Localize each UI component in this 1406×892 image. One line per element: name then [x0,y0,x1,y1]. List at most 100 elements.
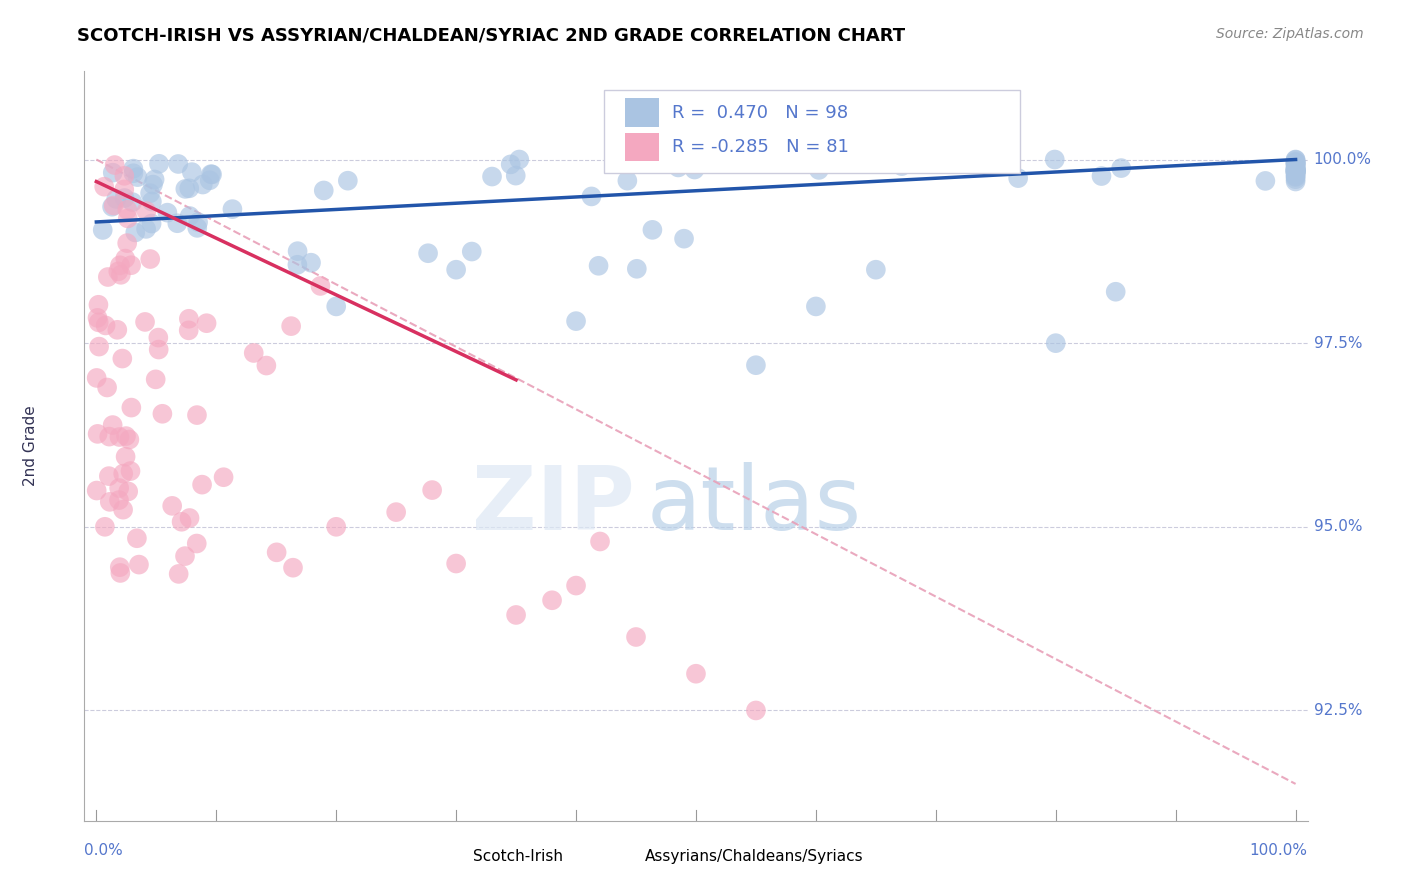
Point [167,157,190,171]
Point [186,536,208,550]
Point [179,511,201,525]
Point [416,246,439,260]
Point [200,167,222,181]
Point [420,483,443,497]
Point [312,184,335,198]
Point [461,244,484,259]
Point [745,358,768,372]
Point [221,202,243,216]
Point [1284,162,1306,177]
Point [683,162,706,177]
Point [87,340,110,354]
Point [112,182,135,196]
Text: Scotch-Irish: Scotch-Irish [474,849,564,864]
Point [101,166,124,180]
Point [1043,153,1066,167]
Point [139,252,162,266]
Point [385,505,408,519]
Text: 2nd Grade: 2nd Grade [22,406,38,486]
Point [444,557,467,571]
Point [108,430,131,444]
Point [499,157,522,171]
Point [685,666,707,681]
Point [127,170,149,185]
Point [114,252,136,266]
Text: 100.0%: 100.0% [1313,152,1372,167]
Point [112,502,135,516]
Point [96,380,118,394]
FancyBboxPatch shape [605,90,1021,172]
Point [117,211,139,226]
Point [98,429,121,443]
Point [1284,161,1306,175]
Point [114,191,136,205]
Point [118,433,141,447]
Point [859,153,882,167]
Point [134,315,156,329]
Point [117,484,139,499]
Point [124,226,146,240]
Bar [626,133,659,161]
Text: SCOTCH-IRISH VS ASSYRIAN/CHALDEAN/SYRIAC 2ND GRADE CORRELATION CHART: SCOTCH-IRISH VS ASSYRIAN/CHALDEAN/SYRIAC… [77,27,905,45]
Point [122,166,145,180]
Point [198,173,221,187]
Point [111,351,134,366]
Point [1284,162,1306,177]
Point [865,262,887,277]
Point [98,495,121,509]
Point [105,323,128,337]
Point [673,232,696,246]
Point [156,205,179,219]
Point [565,314,588,328]
Point [174,182,197,196]
Point [115,429,138,443]
Point [565,578,588,592]
Point [177,311,200,326]
Bar [610,847,637,867]
Point [112,169,135,183]
Point [117,202,139,217]
Point [1105,285,1128,299]
Point [1284,168,1306,182]
Point [481,169,503,184]
Point [325,520,347,534]
Point [641,223,664,237]
Point [1284,160,1306,174]
Text: 95.0%: 95.0% [1313,519,1362,534]
Point [1284,158,1306,172]
Point [86,483,108,498]
Point [145,372,167,386]
Point [588,259,610,273]
Point [166,216,188,230]
Point [1284,163,1306,178]
Point [444,262,467,277]
Point [1284,163,1306,178]
Point [108,258,131,272]
Point [1284,161,1306,176]
Text: ZIP: ZIP [472,462,636,549]
Point [101,418,124,433]
Point [97,469,120,483]
Point [110,268,132,282]
Point [281,560,304,574]
Point [1109,161,1132,175]
Point [254,359,277,373]
Point [1284,166,1306,180]
Point [167,566,190,581]
Point [160,499,183,513]
Point [616,174,638,188]
Point [120,258,142,272]
Point [508,153,530,167]
Text: 97.5%: 97.5% [1313,335,1362,351]
Point [287,258,309,272]
Text: R = -0.285   N = 81: R = -0.285 N = 81 [672,138,848,156]
Point [148,343,170,357]
Bar [626,98,659,127]
Point [86,426,108,441]
Point [336,174,359,188]
Point [121,195,143,210]
Point [1284,165,1306,179]
Point [859,153,882,167]
Point [186,220,208,235]
Point [135,204,157,219]
